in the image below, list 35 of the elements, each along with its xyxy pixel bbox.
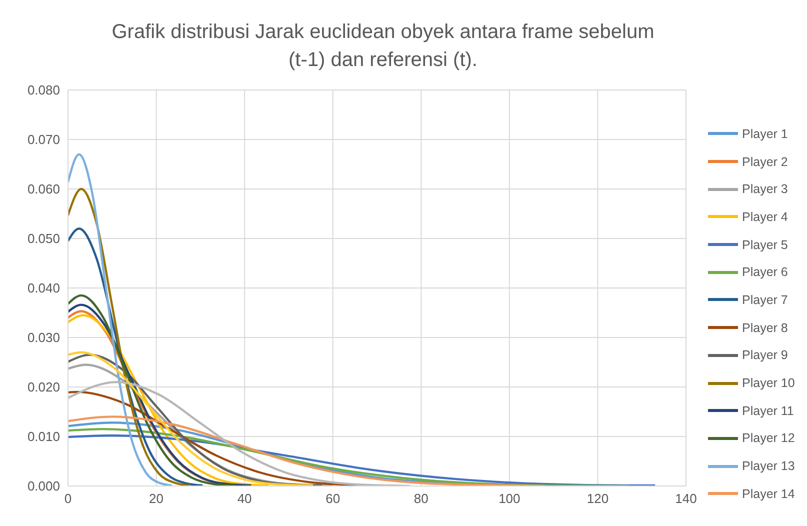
y-tick-label: 0.000 <box>27 478 60 494</box>
legend-label: Player 13 <box>742 459 795 474</box>
line-series <box>68 153 173 486</box>
legend-label: Player 14 <box>742 486 795 501</box>
x-tick-label: 100 <box>498 491 520 506</box>
x-tick-label: 0 <box>64 491 72 506</box>
legend-label: Player 5 <box>742 238 788 252</box>
legend-label: Player 4 <box>742 210 788 224</box>
y-tick-label: 0.050 <box>27 231 60 246</box>
y-tick-label: 0.070 <box>27 132 60 148</box>
x-tick-label: 60 <box>326 491 340 506</box>
legend-label: Player 1 <box>742 126 788 141</box>
legend-label: Player 7 <box>742 292 788 307</box>
line-series <box>68 228 204 486</box>
x-tick-label: 20 <box>149 491 164 506</box>
legend-label: Player 11 <box>742 404 794 418</box>
y-tick-label: 0.080 <box>27 82 60 98</box>
x-tick-label: 80 <box>414 491 428 506</box>
legend-label: Player 8 <box>742 320 788 335</box>
y-tick-label: 0.010 <box>27 429 60 444</box>
legend-label: Player 2 <box>742 154 788 169</box>
legend-label: Player 12 <box>742 431 795 446</box>
x-tick-label: 40 <box>237 491 252 506</box>
legend-label: Player 10 <box>742 376 795 390</box>
legend-label: Player 9 <box>742 348 788 362</box>
x-tick-label: 140 <box>675 491 697 506</box>
line-series <box>68 188 190 486</box>
y-tick-label: 0.060 <box>27 182 60 197</box>
y-tick-label: 0.040 <box>27 280 60 296</box>
legend-label: Player 6 <box>742 265 788 280</box>
chart-title: Grafik distribusi Jarak euclidean obyek antara frame sebelum (t-1) dan referensi (t). <box>110 20 656 73</box>
y-tick-label: 0.030 <box>27 330 60 346</box>
y-tick-label: 0.020 <box>27 380 60 395</box>
x-tick-label: 120 <box>586 491 609 506</box>
legend-label: Player 3 <box>742 182 788 196</box>
